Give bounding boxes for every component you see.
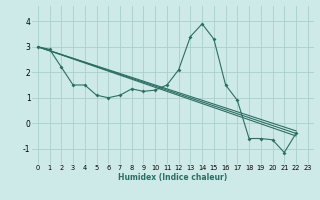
X-axis label: Humidex (Indice chaleur): Humidex (Indice chaleur) bbox=[118, 173, 228, 182]
